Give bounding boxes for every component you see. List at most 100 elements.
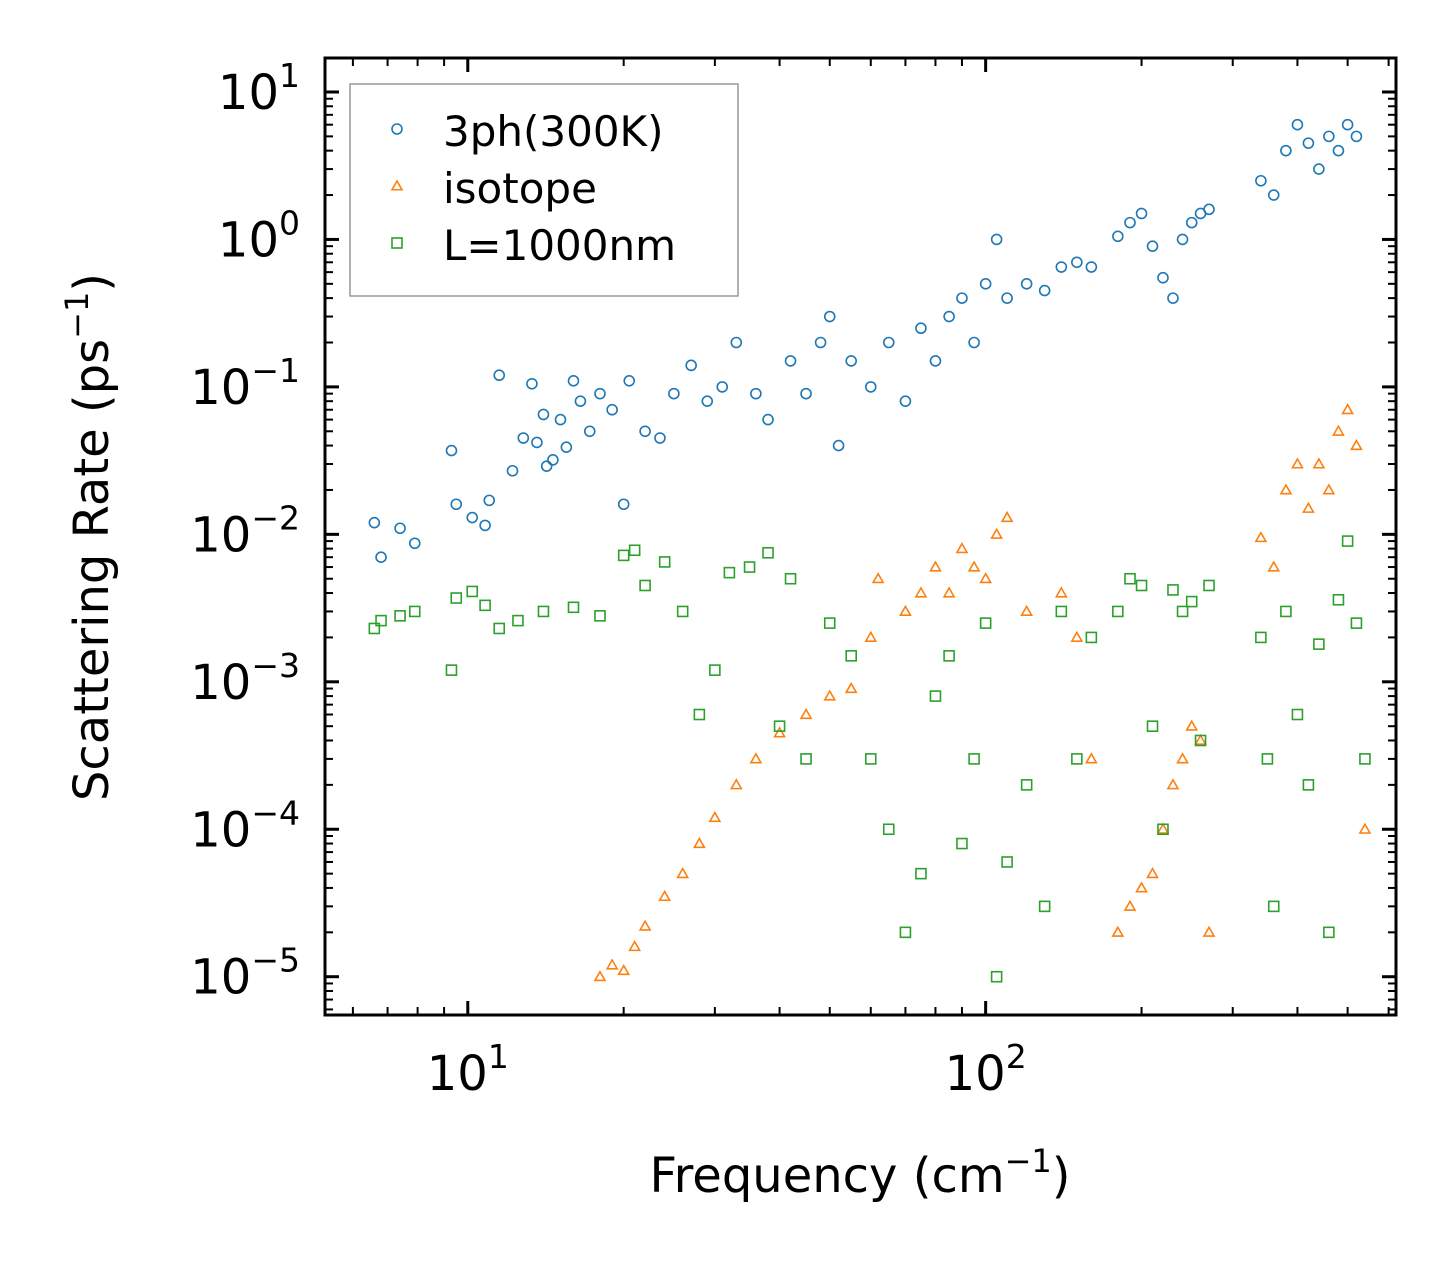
data-point: [1350, 438, 1363, 451]
data-point: [668, 387, 680, 400]
data-point: [899, 926, 912, 939]
data-point: [864, 630, 878, 642]
legend-label: L=1000nm: [443, 221, 676, 270]
data-point: [967, 560, 981, 572]
data-point: [1341, 118, 1354, 131]
legend-marker: [391, 237, 403, 249]
data-point: [942, 586, 956, 598]
data-point: [800, 387, 812, 400]
data-point: [623, 374, 636, 387]
y-tick-label: 10−3: [190, 646, 300, 711]
data-point: [1194, 733, 1207, 746]
legend-items: 3ph(300K) isotope L=1000nm: [390, 107, 676, 270]
data-point: [823, 689, 837, 701]
data-point: [450, 592, 463, 604]
data-point: [593, 970, 607, 982]
data-point: [956, 292, 968, 304]
data-point: [784, 572, 797, 585]
data-point: [979, 278, 992, 290]
data-point: [537, 408, 550, 421]
legend-marker: [391, 123, 403, 135]
data-point: [526, 377, 538, 390]
x-axis-label-tail: ): [1052, 1148, 1071, 1204]
data-point: [845, 355, 857, 367]
x-axis-label-sup: −1: [1005, 1142, 1052, 1180]
series-layer: [368, 118, 1372, 983]
data-point: [1000, 510, 1014, 523]
data-point: [1254, 531, 1268, 543]
plot-frame: [323, 56, 1398, 1017]
legend-entry: 3ph(300K): [391, 107, 663, 156]
data-point: [979, 617, 992, 629]
data-point: [955, 542, 969, 554]
data-point: [583, 425, 596, 438]
data-point: [1084, 752, 1098, 764]
tick-labels: 101 102 101 100 10−1 10−2 10−3 10−4 10−5: [190, 56, 1026, 1102]
data-point: [1202, 925, 1216, 937]
legend: 3ph(300K) isotope L=1000nm: [349, 83, 739, 297]
data-point: [1055, 605, 1068, 618]
data-point: [730, 336, 743, 349]
data-point: [823, 617, 836, 629]
data-point: [729, 778, 743, 790]
data-point: [1280, 144, 1292, 157]
data-point: [1185, 216, 1198, 229]
data-point: [1350, 130, 1363, 143]
data-point: [1020, 779, 1033, 791]
data-point: [968, 753, 980, 765]
x-axis-label: Frequency (cm−1): [649, 1142, 1070, 1204]
data-point: [1323, 130, 1335, 143]
data-point: [466, 585, 479, 598]
data-point: [1111, 925, 1125, 937]
data-point: [1167, 584, 1179, 596]
data-point: [574, 395, 587, 407]
data-point: [639, 579, 651, 592]
data-point: [450, 498, 463, 511]
data-point: [617, 549, 630, 562]
data-point: [639, 425, 651, 438]
data-point: [882, 823, 895, 836]
data-point: [845, 650, 857, 662]
data-point: [512, 614, 524, 627]
data-point: [1176, 233, 1189, 246]
data-point: [517, 432, 530, 444]
data-point: [692, 836, 706, 849]
data-point: [1001, 292, 1013, 304]
y-tick-label: 10−2: [190, 498, 300, 563]
data-point: [394, 522, 406, 535]
data-point: [1203, 579, 1215, 592]
data-point: [1135, 207, 1148, 220]
data-point: [1020, 604, 1034, 616]
data-point: [685, 359, 697, 372]
y-axis-label-base: Scattering Rate (ps: [64, 339, 120, 801]
data-point: [1291, 457, 1304, 469]
data-point: [701, 395, 714, 407]
y-tick-label: 101: [218, 56, 300, 121]
data-point: [1124, 216, 1136, 229]
data-point: [1176, 752, 1189, 764]
data-point: [899, 604, 912, 616]
data-point: [1302, 501, 1315, 513]
data-point: [723, 566, 736, 579]
data-point: [547, 454, 559, 466]
data-point: [1267, 189, 1280, 201]
series-2: [593, 403, 1372, 982]
data-point: [929, 560, 942, 572]
data-point: [800, 753, 812, 765]
data-point: [864, 381, 877, 393]
x-tick-label: 101: [427, 1037, 509, 1102]
data-point: [773, 726, 786, 738]
data-point: [762, 546, 774, 559]
data-point: [1341, 403, 1354, 415]
data-point: [1167, 292, 1179, 304]
data-point: [716, 381, 729, 393]
y-axis-label: Scattering Rate (ps−1): [58, 273, 120, 801]
data-point: [929, 690, 942, 702]
data-point: [594, 610, 606, 622]
data-point: [654, 432, 666, 444]
data-point: [1267, 900, 1280, 913]
data-point: [567, 374, 580, 387]
data-point: [1146, 240, 1159, 252]
data-point: [658, 556, 671, 568]
